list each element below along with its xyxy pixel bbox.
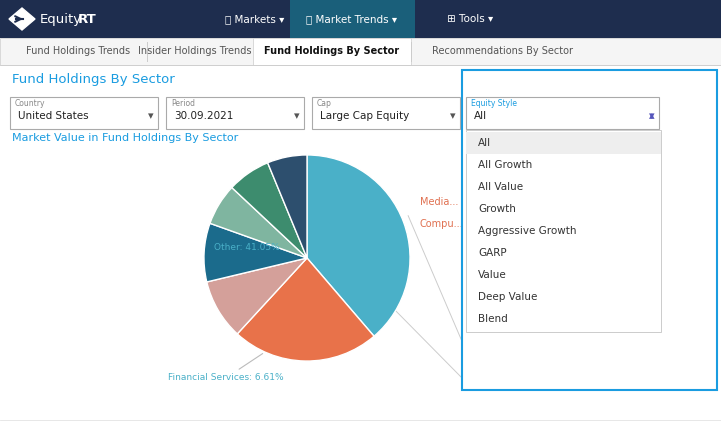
Text: Other: 41.05%: Other: 41.05% [214, 243, 280, 252]
Wedge shape [210, 187, 307, 258]
Wedge shape [307, 155, 410, 336]
Text: ⌖ Markets ▾: ⌖ Markets ▾ [225, 14, 285, 24]
FancyBboxPatch shape [462, 70, 717, 390]
Text: Growth: Growth [478, 204, 516, 214]
Text: All Value: All Value [478, 182, 523, 192]
Text: Fund Holdings Trends: Fund Holdings Trends [26, 46, 130, 56]
Text: Media & Marketing: 9.75%: Media & Marketing: 9.75% [466, 341, 595, 351]
Wedge shape [232, 163, 307, 258]
Text: Fund Holdings By Sector: Fund Holdings By Sector [12, 72, 174, 85]
Text: Equity: Equity [40, 13, 82, 26]
FancyBboxPatch shape [10, 97, 158, 129]
FancyBboxPatch shape [466, 97, 659, 129]
Text: Retail: 7.19%: Retail: 7.19% [466, 358, 531, 368]
Text: Financial Services: 6.61%: Financial Services: 6.61% [168, 354, 283, 383]
Text: 📈 Market Trends ▾: 📈 Market Trends ▾ [306, 14, 397, 24]
Text: ▾: ▾ [450, 111, 456, 121]
Text: Aggressive Growth: Aggressive Growth [478, 226, 577, 236]
Text: ▴: ▴ [649, 111, 655, 121]
Wedge shape [237, 258, 374, 361]
Text: Compu...: Compu... [420, 219, 464, 229]
Text: United States: United States [18, 111, 89, 121]
Wedge shape [207, 258, 307, 334]
Text: All Growth: All Growth [478, 160, 532, 170]
Text: Equity Style: Equity Style [471, 99, 517, 107]
Wedge shape [267, 155, 307, 258]
Text: Deep Value: Deep Value [478, 292, 537, 302]
FancyBboxPatch shape [0, 0, 721, 38]
Text: All: All [474, 111, 487, 121]
Text: ▾: ▾ [649, 111, 655, 121]
Text: ▾: ▾ [294, 111, 300, 121]
FancyBboxPatch shape [466, 130, 661, 332]
Text: GARP: GARP [478, 248, 507, 258]
FancyBboxPatch shape [253, 38, 411, 65]
FancyBboxPatch shape [312, 97, 460, 129]
Text: IT Hardware & Electronics: 6.91%: IT Hardware & Electronics: 6.91% [466, 375, 629, 385]
Text: Period: Period [171, 99, 195, 107]
FancyBboxPatch shape [166, 97, 304, 129]
Text: Large Cap Equity: Large Cap Equity [320, 111, 410, 121]
Text: Blend: Blend [478, 314, 508, 324]
Text: Media...: Media... [420, 197, 459, 207]
FancyBboxPatch shape [0, 38, 721, 65]
Text: Insider Holdings Trends: Insider Holdings Trends [138, 46, 252, 56]
Text: ▾: ▾ [148, 111, 154, 121]
Text: RT: RT [78, 13, 97, 26]
FancyBboxPatch shape [290, 0, 415, 38]
Polygon shape [9, 8, 35, 30]
Text: All: All [478, 138, 491, 148]
Wedge shape [204, 223, 307, 282]
Text: 30.09.2021: 30.09.2021 [174, 111, 234, 121]
Text: ⊞ Tools ▾: ⊞ Tools ▾ [447, 14, 493, 24]
FancyBboxPatch shape [466, 132, 661, 154]
Text: Value: Value [478, 270, 507, 280]
Text: Cap: Cap [317, 99, 332, 107]
Text: Market Value in Fund Holdings By Sector: Market Value in Fund Holdings By Sector [12, 133, 238, 143]
Text: Fund Holdings By Sector: Fund Holdings By Sector [265, 46, 399, 56]
Text: Country: Country [15, 99, 45, 107]
Text: Recommendations By Sector: Recommendations By Sector [433, 46, 573, 56]
